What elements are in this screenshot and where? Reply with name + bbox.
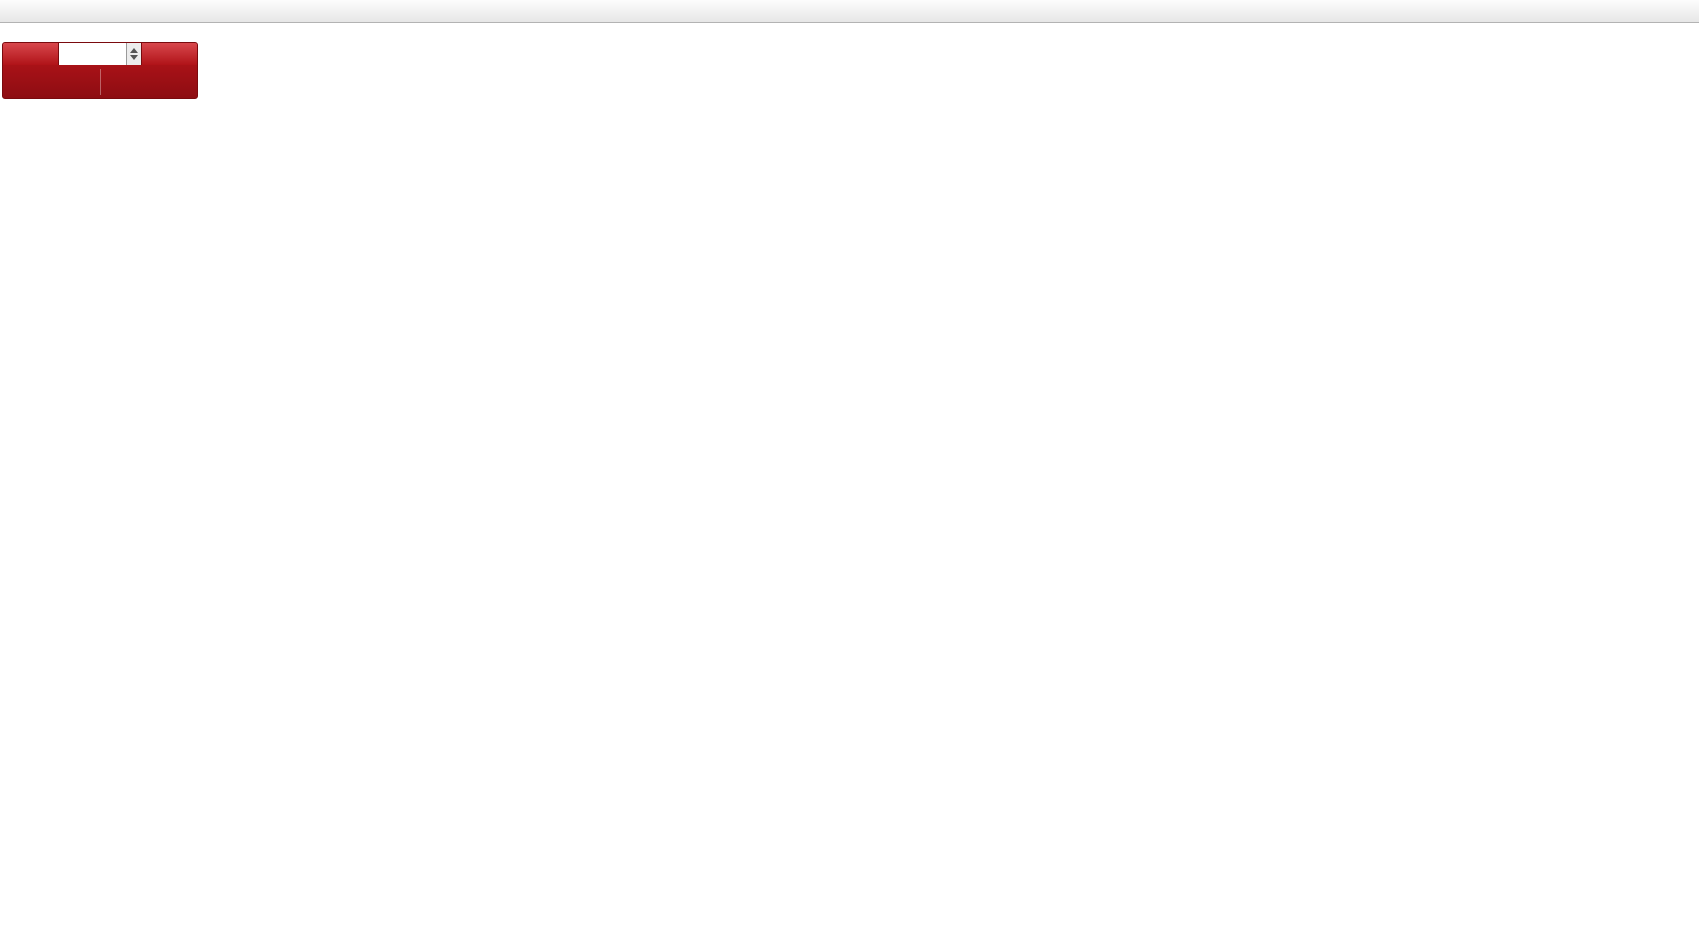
sell-button[interactable] — [3, 43, 59, 65]
volume-input[interactable] — [59, 43, 141, 65]
quote-divider — [99, 68, 101, 95]
volume-down-icon[interactable] — [130, 55, 138, 60]
volume-stepper[interactable] — [126, 43, 141, 65]
quote-display — [3, 65, 197, 98]
volume-value — [59, 43, 126, 65]
rsi-indicator-label — [4, 765, 14, 777]
volume-up-icon[interactable] — [130, 48, 138, 53]
one-click-trading-panel — [2, 42, 198, 99]
main-toolbar — [0, 0, 1699, 23]
buy-button[interactable] — [141, 43, 197, 65]
macd-indicator-label — [4, 615, 19, 627]
